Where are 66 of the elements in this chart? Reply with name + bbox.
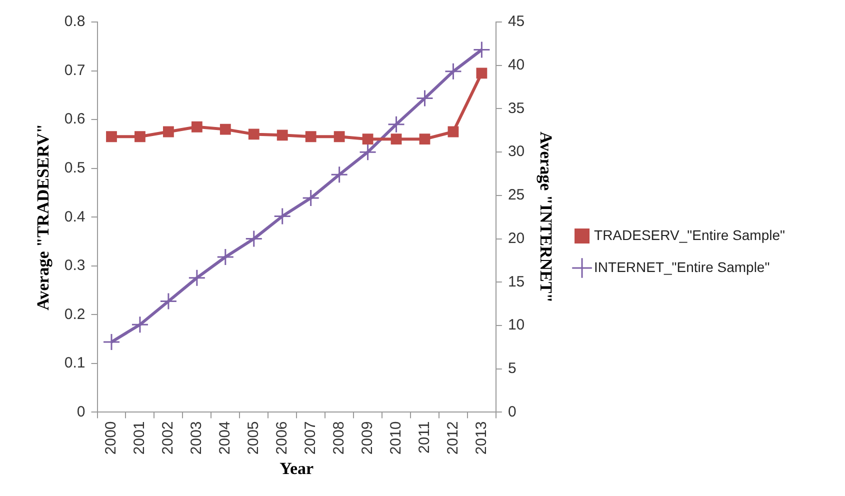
x-axis-title: Year xyxy=(280,459,314,478)
y-tick-label: 0.2 xyxy=(64,306,86,323)
x-tick-label: 2006 xyxy=(274,421,290,455)
x-tick-label: 2003 xyxy=(188,421,206,455)
y-tick-label: 0.8 xyxy=(64,13,86,30)
x-tick-label: 2000 xyxy=(102,421,120,455)
y-tick-label: 0.6 xyxy=(64,110,86,128)
y-tick-label: 0.7 xyxy=(64,62,86,79)
x-tick-label: 2001 xyxy=(131,421,148,455)
point xyxy=(472,41,490,58)
point xyxy=(390,134,402,145)
point xyxy=(388,116,406,134)
y2-tick-label: 40 xyxy=(508,56,525,74)
point xyxy=(160,292,178,310)
legend-label: TRADESERV_"Entire Sample" xyxy=(594,226,786,243)
point xyxy=(359,143,377,161)
x-tick-label: 2004 xyxy=(216,421,234,455)
y2-tick-label: 45 xyxy=(508,13,525,30)
y2-tick-label: 5 xyxy=(508,360,516,378)
x-tick-label: 2008 xyxy=(330,421,348,455)
point xyxy=(248,128,260,140)
x-tick-label: 2013 xyxy=(472,421,490,455)
point xyxy=(106,131,117,142)
point xyxy=(102,333,120,351)
x-tick-label: 2002 xyxy=(160,421,177,455)
point xyxy=(220,124,231,135)
point xyxy=(302,189,320,207)
point xyxy=(216,248,234,266)
point xyxy=(188,269,206,287)
y2-tick-label: 35 xyxy=(508,100,525,117)
x-tick-label: 2005 xyxy=(245,421,262,455)
y-tick-label: 0.4 xyxy=(64,208,86,226)
x-tick-label: 2007 xyxy=(302,421,319,455)
point xyxy=(476,68,488,79)
point xyxy=(134,131,146,142)
point xyxy=(362,134,374,145)
point xyxy=(416,90,434,108)
y2-tick-label: 10 xyxy=(508,316,525,334)
y2-tick-label: 25 xyxy=(508,186,525,204)
x-tick-label: 2010 xyxy=(387,421,404,455)
y-axis-title: Average "TRADESERV" xyxy=(34,124,53,310)
y2-axis-title: Average "INTERNET" xyxy=(536,132,556,303)
y-tick-label: 0.5 xyxy=(64,159,86,176)
y2-tick-label: 15 xyxy=(508,273,525,290)
point xyxy=(444,62,462,80)
x-tick-label: 2011 xyxy=(416,421,433,454)
y-tick-label: 0.3 xyxy=(64,257,86,274)
point xyxy=(448,126,459,138)
y2-tick-label: 20 xyxy=(508,230,525,247)
y2-tick-label: 30 xyxy=(508,143,525,160)
point xyxy=(305,131,316,142)
y2-tick-label: 0 xyxy=(508,403,516,420)
y-tick-label: 0 xyxy=(76,403,86,420)
x-tick-label: 2009 xyxy=(358,421,376,455)
point xyxy=(274,208,292,225)
point xyxy=(419,134,430,145)
point xyxy=(276,130,288,141)
point xyxy=(245,230,263,248)
point xyxy=(191,121,202,132)
point xyxy=(330,166,348,184)
legend-label: INTERNET_"Entire Sample" xyxy=(594,258,770,275)
point xyxy=(131,316,149,334)
y-tick-label: 0.1 xyxy=(64,354,86,372)
point xyxy=(334,131,345,142)
x-tick-label: 2012 xyxy=(444,421,462,455)
point xyxy=(162,126,174,138)
